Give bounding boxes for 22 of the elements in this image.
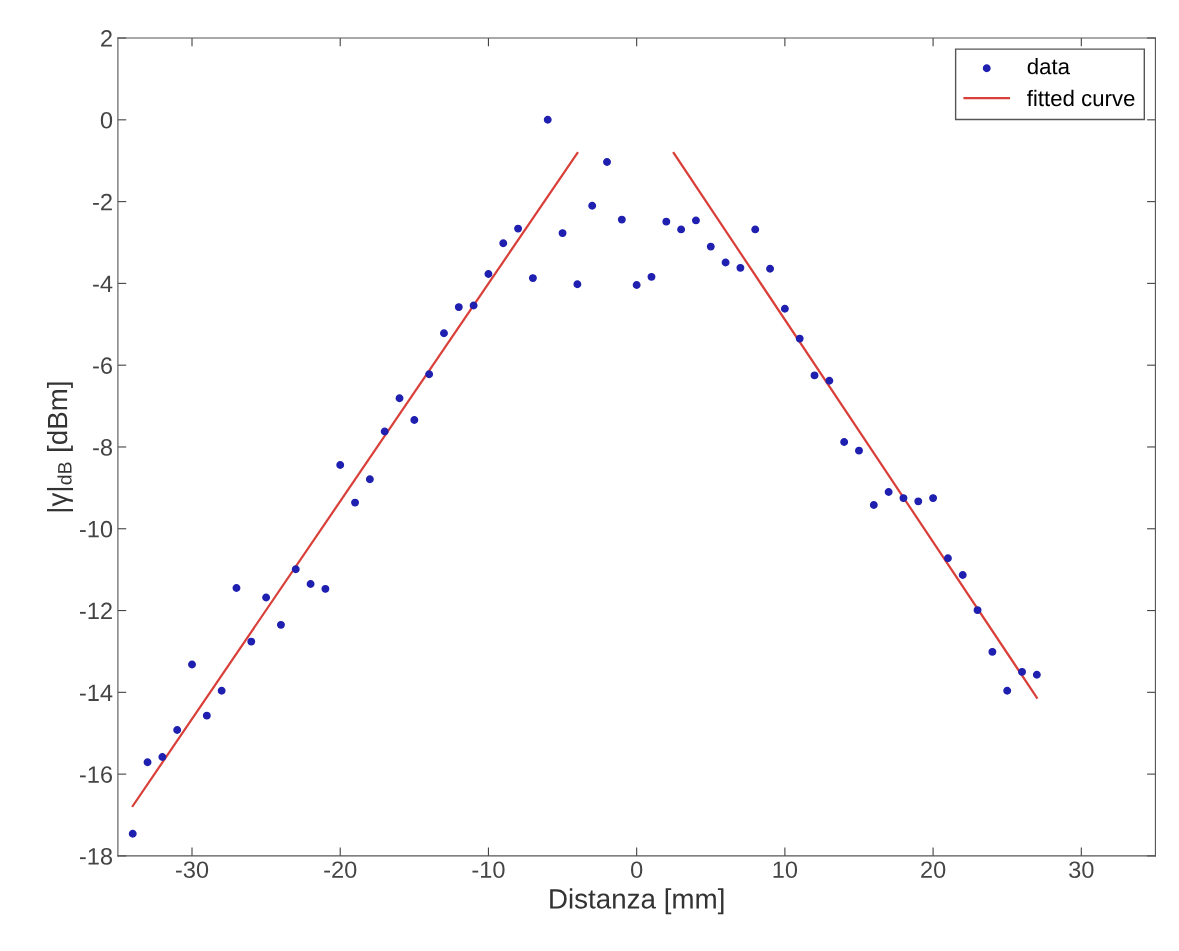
y-tick-label: -10	[79, 520, 113, 538]
x-tick-label: -10	[472, 861, 505, 879]
y-axis-title: |γ|$_{dB}$ [dBm]	[46, 382, 73, 512]
x-tick-label: 0	[631, 861, 643, 879]
y-tick-label: -18	[79, 847, 113, 865]
legend-label: fitted curve	[1027, 89, 1135, 107]
x-tick-label: -20	[324, 861, 357, 879]
y-tick-label: 2	[101, 30, 112, 47]
y-tick-label: -6	[93, 357, 112, 374]
x-tick-label: 30	[1069, 861, 1094, 879]
y-tick-label: 0	[100, 111, 113, 129]
y-tick-label: -14	[79, 684, 113, 701]
x-tick-label: -30	[176, 861, 209, 879]
x-tick-label: 20	[921, 861, 946, 879]
y-tick-label: -12	[79, 602, 112, 620]
y-tick-label: -8	[93, 439, 113, 456]
x-tick-label: 10	[773, 861, 798, 879]
y-tick-label: -4	[93, 275, 113, 292]
y-tick-label: -16	[79, 766, 112, 783]
y-tick-label: -2	[93, 193, 112, 211]
x-axis-title: Distanza [mm]	[550, 888, 724, 915]
legend-label: data	[1027, 58, 1070, 75]
